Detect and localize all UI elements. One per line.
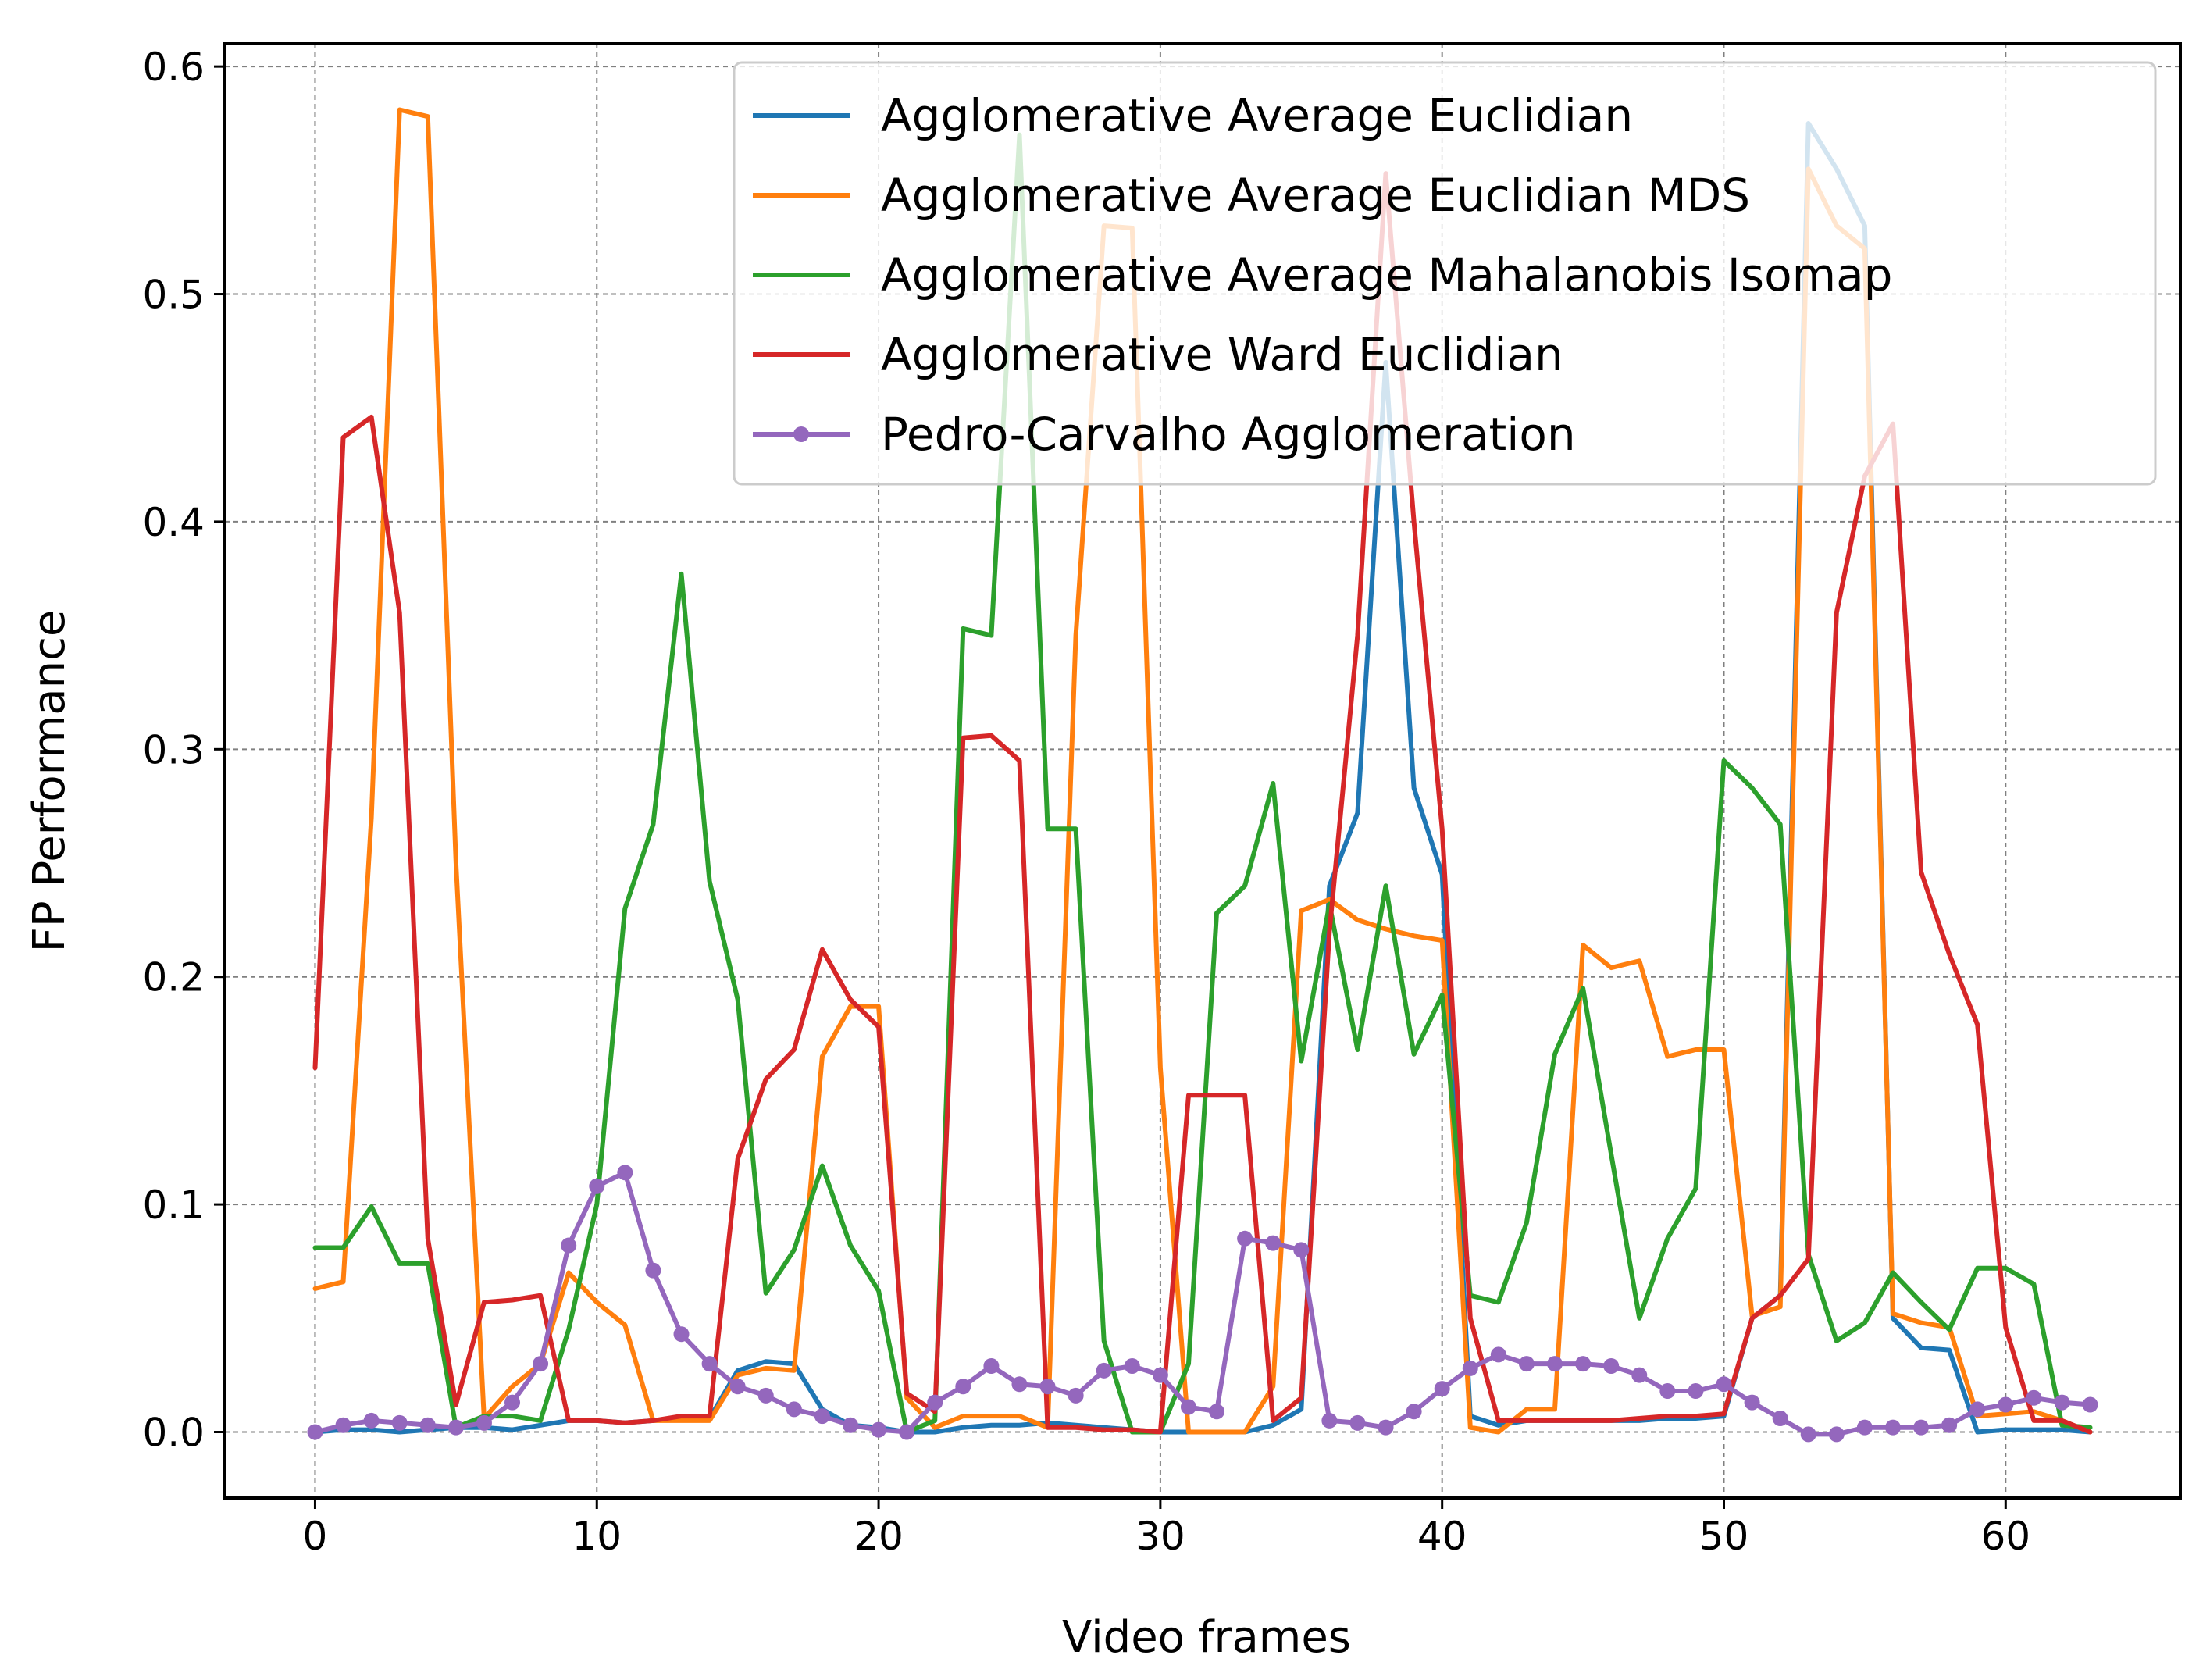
series-lines <box>307 107 2098 1443</box>
data-point <box>1265 1235 1281 1251</box>
data-point <box>561 1237 577 1254</box>
x-tick-label: 30 <box>1135 1514 1185 1559</box>
data-point <box>1631 1367 1648 1383</box>
data-point <box>1744 1394 1760 1411</box>
data-point <box>1096 1362 1112 1379</box>
data-point <box>2082 1396 2098 1413</box>
data-point <box>1039 1379 1056 1395</box>
y-tick-label: 0.0 <box>142 1410 205 1455</box>
y-tick-label: 0.1 <box>142 1182 205 1228</box>
data-point <box>1180 1399 1196 1415</box>
axis-ticks: 0 10 20 30 40 50 60 0.0 0.1 0.2 0.3 0.4 0.5 0.6 <box>142 45 2030 1559</box>
legend-label: Agglomerative Average Euclidian MDS <box>881 169 1750 222</box>
data-point <box>1124 1357 1140 1374</box>
data-point <box>1321 1412 1338 1429</box>
data-point <box>955 1379 971 1395</box>
data-point <box>1716 1376 1732 1393</box>
data-point <box>1575 1356 1592 1372</box>
data-point <box>1800 1426 1816 1443</box>
x-tick-label: 20 <box>854 1514 904 1559</box>
data-point <box>899 1424 915 1440</box>
data-point <box>786 1401 802 1418</box>
data-point <box>589 1178 605 1194</box>
data-point <box>1969 1401 1986 1418</box>
data-point <box>1659 1383 1676 1400</box>
data-point <box>1998 1396 2014 1413</box>
data-point <box>1293 1242 1310 1258</box>
data-point <box>533 1356 549 1372</box>
data-point <box>1828 1426 1845 1443</box>
data-point <box>307 1424 323 1440</box>
data-point <box>447 1419 464 1436</box>
data-point <box>419 1417 436 1433</box>
data-point <box>363 1412 380 1429</box>
data-point <box>1209 1404 1225 1420</box>
data-point <box>814 1408 830 1425</box>
data-point <box>1378 1419 1394 1436</box>
data-point <box>1152 1367 1168 1383</box>
x-tick-label: 10 <box>572 1514 622 1559</box>
y-tick-label: 0.6 <box>142 45 205 90</box>
legend: Agglomerative Average Euclidian Agglomera… <box>733 61 2157 486</box>
data-point <box>701 1356 718 1372</box>
series-line-2 <box>312 107 2093 1435</box>
data-point <box>1913 1419 1930 1436</box>
y-axis-label: FP Performance <box>24 610 75 953</box>
data-point <box>1688 1383 1704 1400</box>
data-point <box>1884 1419 1901 1436</box>
y-tick-label: 0.2 <box>142 955 205 1001</box>
data-point <box>871 1421 887 1438</box>
y-tick-label: 0.4 <box>142 500 205 545</box>
data-point <box>1406 1404 1422 1420</box>
legend-label: Agglomerative Average Euclidian <box>881 89 1633 142</box>
data-point <box>927 1394 943 1411</box>
series-line-3 <box>312 132 2093 1435</box>
data-point <box>1518 1356 1535 1372</box>
data-point <box>842 1417 858 1433</box>
data-point <box>645 1262 661 1279</box>
legend-box <box>733 61 2157 486</box>
data-point <box>504 1394 521 1411</box>
data-point <box>1434 1381 1450 1397</box>
data-point <box>1772 1411 1788 1427</box>
data-point <box>1068 1387 1084 1404</box>
y-tick-label: 0.5 <box>142 273 205 318</box>
data-point <box>729 1379 746 1395</box>
data-point <box>1547 1356 1563 1372</box>
data-point <box>1856 1419 1873 1436</box>
x-tick-label: 0 <box>303 1514 328 1559</box>
x-tick-label: 60 <box>1980 1514 2030 1559</box>
data-point <box>1941 1417 1958 1433</box>
plot-frame <box>223 42 2182 1500</box>
data-point <box>1011 1376 1028 1393</box>
data-point <box>673 1326 690 1343</box>
series-line-5 <box>312 1170 2093 1437</box>
legend-marker <box>793 426 809 442</box>
y-tick-label: 0.3 <box>142 727 205 772</box>
legend-label: Agglomerative Ward Euclidian <box>881 328 1563 381</box>
series-line-4 <box>312 171 2093 1435</box>
data-point <box>335 1417 351 1433</box>
data-point <box>1490 1346 1506 1363</box>
data-point <box>2026 1389 2042 1406</box>
x-tick-label: 40 <box>1417 1514 1467 1559</box>
data-point <box>1603 1357 1620 1374</box>
data-point <box>757 1387 774 1404</box>
x-tick-label: 50 <box>1699 1514 1749 1559</box>
data-point <box>2054 1394 2070 1411</box>
data-point <box>391 1414 408 1431</box>
data-point <box>1237 1230 1253 1247</box>
data-point <box>983 1357 1000 1374</box>
legend-label: Agglomerative Average Mahalanobis Isomap <box>881 248 1892 301</box>
x-axis-label: Video frames <box>1062 1612 1351 1663</box>
data-point <box>617 1165 633 1181</box>
data-point <box>476 1414 492 1431</box>
data-point <box>1349 1414 1366 1431</box>
legend-label: Pedro-Carvalho Agglomeration <box>881 408 1576 461</box>
data-point <box>1462 1360 1478 1376</box>
